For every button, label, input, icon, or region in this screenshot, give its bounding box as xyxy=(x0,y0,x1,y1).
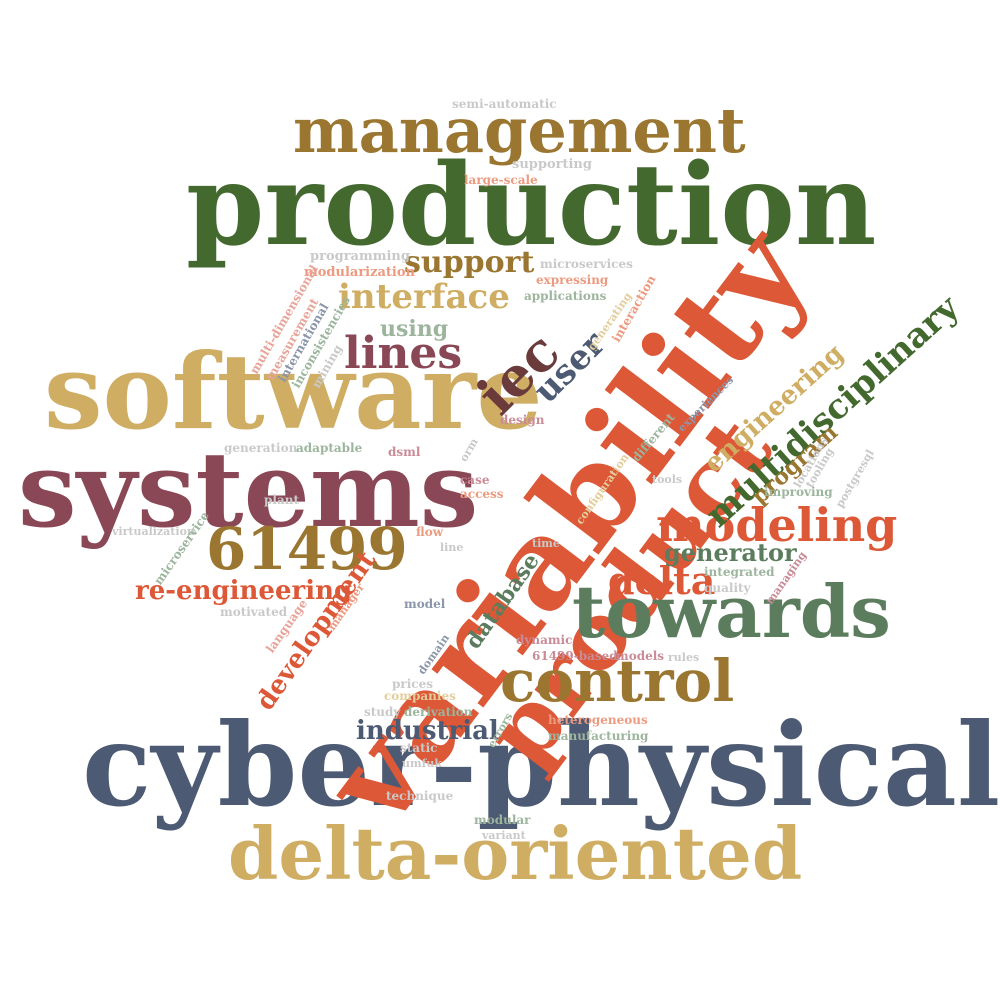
word-dynamic: dynamic xyxy=(516,633,573,647)
word-manufacturing: manufacturing xyxy=(548,729,649,743)
word-supporting: supporting xyxy=(512,157,592,172)
word-umfuk: umfuk xyxy=(402,757,442,770)
word-adaptable: adaptable xyxy=(296,441,363,455)
word-using: using xyxy=(380,316,449,342)
word-improving: improving xyxy=(764,485,833,499)
word-models: models xyxy=(616,649,665,663)
word-case: case xyxy=(460,473,490,487)
word-support: support xyxy=(404,245,535,280)
word-rules: rules xyxy=(668,651,700,664)
word-management: management xyxy=(293,94,746,167)
word-tools: tools xyxy=(652,473,683,486)
word-virtualization: virtualization xyxy=(112,525,195,538)
word-production: production xyxy=(186,140,877,271)
word-large-scale: large-scale xyxy=(464,173,538,187)
word-flow: flow xyxy=(416,525,444,539)
word-quality: quality xyxy=(704,581,751,595)
word-industrial: industrial xyxy=(356,716,499,746)
word-heterogeneous: heterogeneous xyxy=(548,713,648,727)
word-variant: variant xyxy=(482,829,526,842)
word-cyber-physical: cyber-physical xyxy=(82,698,1000,832)
word-companies: companies xyxy=(384,689,456,703)
word-study: study xyxy=(364,705,401,719)
word-generation: generation xyxy=(224,441,298,455)
word-line: line xyxy=(440,541,464,554)
word-systems: systems xyxy=(18,428,479,551)
word-re-engineering: re-engineering xyxy=(135,576,353,606)
word-modularization: modularization xyxy=(304,265,415,280)
word-motivated: motivated xyxy=(220,605,288,619)
word-delta-oriented: delta-oriented xyxy=(228,811,803,896)
word-lines: lines xyxy=(344,328,463,379)
word-time: time xyxy=(532,537,560,550)
word-access: access xyxy=(460,487,504,501)
word-control: control xyxy=(500,647,735,715)
word-towards: towards xyxy=(572,569,891,654)
word-technique: technique xyxy=(386,789,454,803)
word-static: static xyxy=(400,741,438,755)
word-applications: applications xyxy=(524,289,607,303)
word-derivation: derivation xyxy=(404,705,473,719)
word-software: software xyxy=(44,330,543,453)
word-semi-automatic: semi-automatic xyxy=(452,97,557,111)
word-generator: generator xyxy=(664,538,797,567)
word-microservices: microservices xyxy=(540,257,633,271)
word-61499-based: 61499-based xyxy=(532,649,618,663)
word-61499: 61499 xyxy=(206,515,408,583)
word-model: model xyxy=(404,597,446,611)
word-integrated: integrated xyxy=(704,565,775,579)
word-prices: prices xyxy=(392,677,433,691)
word-modeling: modeling xyxy=(656,498,898,552)
word-delta: delta xyxy=(608,558,716,603)
word-programming: programming xyxy=(310,249,410,264)
word-dsml: dsml xyxy=(388,445,421,459)
word-modular: modular xyxy=(474,813,531,827)
word-interface: interface xyxy=(338,277,510,317)
word-design: design xyxy=(500,413,545,427)
word-plant: plant xyxy=(264,493,299,507)
word-expressing: expressing xyxy=(536,273,609,287)
